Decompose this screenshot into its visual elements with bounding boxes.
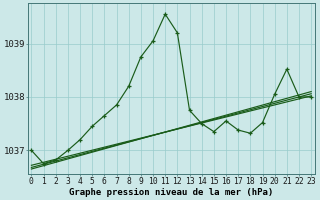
X-axis label: Graphe pression niveau de la mer (hPa): Graphe pression niveau de la mer (hPa) [69,188,273,197]
